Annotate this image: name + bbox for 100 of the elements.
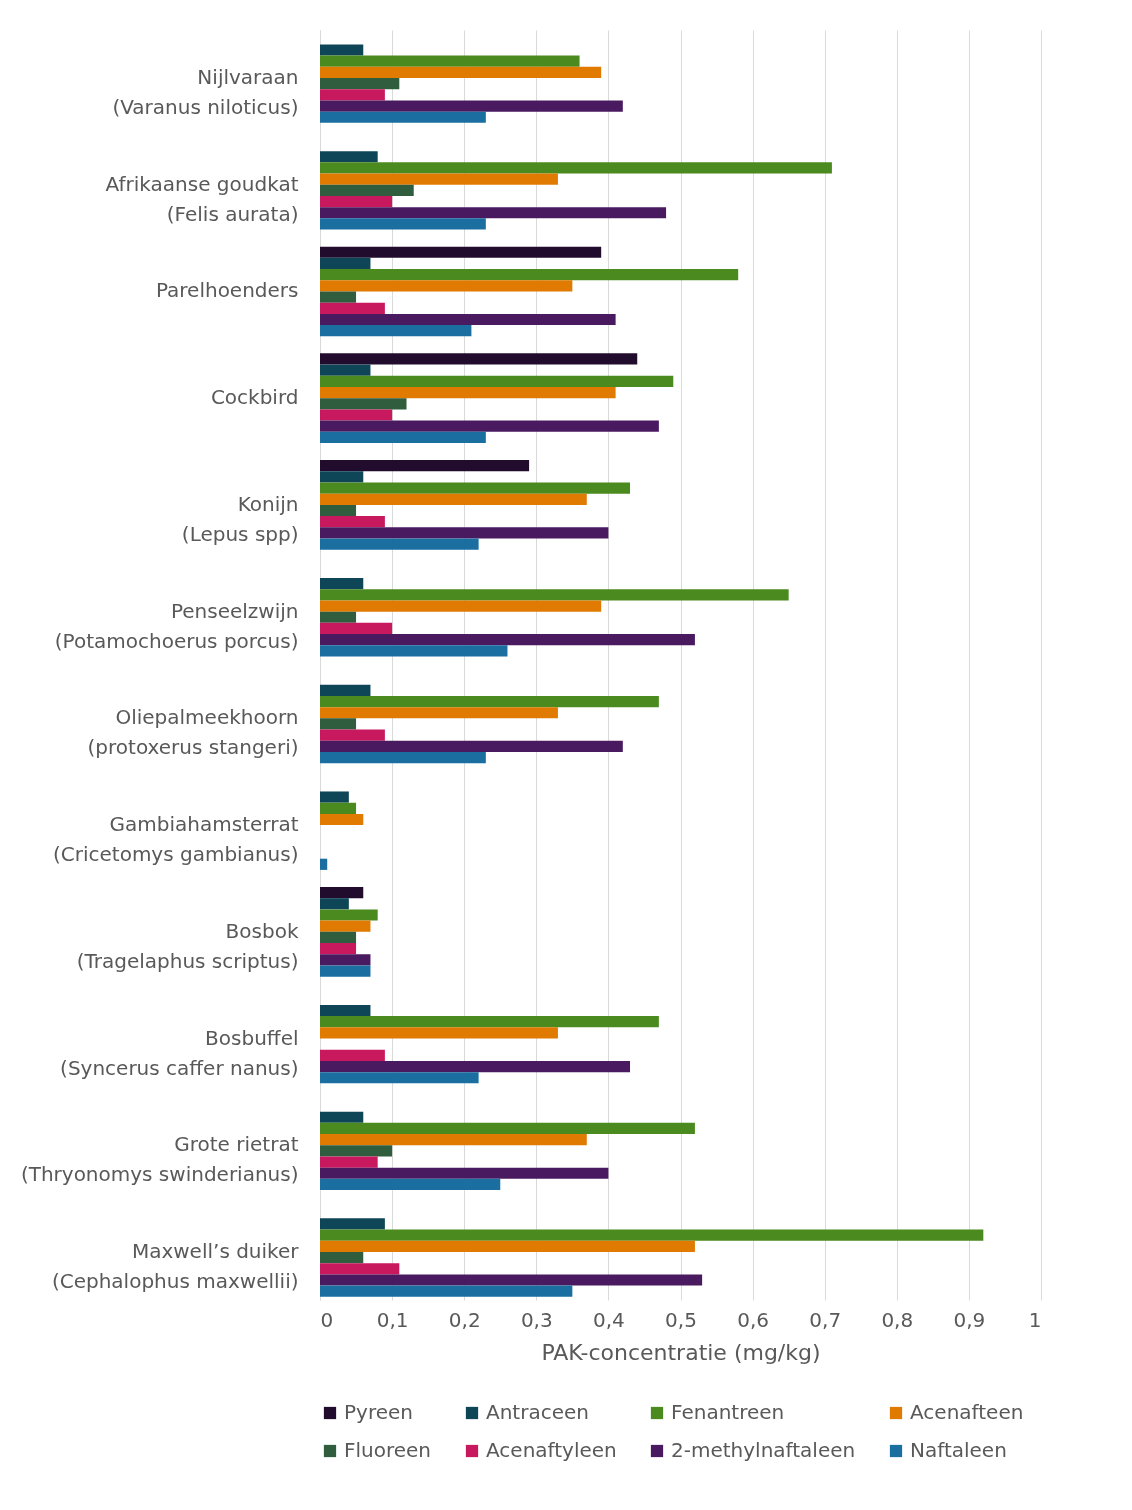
bar [320, 471, 364, 483]
bar [320, 100, 623, 112]
legend-label: Fluoreen [344, 1438, 432, 1462]
bar [320, 78, 400, 90]
bar [320, 55, 580, 67]
bar [320, 1178, 501, 1191]
bar [320, 420, 659, 432]
bar [320, 291, 357, 303]
bar [320, 151, 378, 163]
bar [320, 634, 695, 646]
bar [320, 695, 659, 708]
bar [320, 898, 349, 910]
bar [320, 920, 371, 932]
bar [320, 1049, 385, 1061]
y-tick-label: Bosbuffel (Syncerus caffer nanus) [60, 1025, 299, 1080]
bar [320, 589, 789, 601]
bar [320, 1072, 479, 1084]
legend-label: Acenaftyleen [486, 1438, 617, 1462]
y-tick-label: Maxwell’s duiker (Cephalophus maxwellii) [51, 1238, 300, 1293]
bar [320, 89, 385, 101]
y-tick-label: Parelhoenders [155, 278, 299, 303]
bar [320, 813, 364, 826]
bar [320, 111, 486, 123]
bar [320, 954, 371, 966]
bar [320, 218, 486, 230]
bar [320, 173, 558, 185]
bar [320, 707, 558, 719]
bar [320, 162, 832, 174]
bar [320, 1016, 659, 1028]
bar [320, 791, 349, 803]
bar [320, 325, 472, 337]
y-tick-label: Oliepalmeekhoorn (protoxerus stangeri) [87, 705, 299, 760]
bar [320, 431, 486, 444]
bar [320, 1122, 695, 1135]
bar [320, 1134, 587, 1146]
x-tick-label: 0,7 [809, 1307, 842, 1332]
bar [320, 386, 616, 399]
bar [320, 1167, 609, 1179]
bar [320, 364, 371, 376]
y-tick-label: Afrikaanse goudkat (Felis aurata) [105, 171, 299, 226]
x-tick-label: 0,1 [376, 1307, 409, 1332]
bar [320, 802, 357, 814]
x-axis-title: PAK-concentratie (mg/kg) [541, 1339, 821, 1365]
bar [320, 257, 371, 270]
bar [320, 66, 602, 79]
bar [320, 886, 364, 899]
x-tick-label: 1 [1028, 1307, 1042, 1332]
y-tick-label: Nijlvaraan (Varanus niloticus) [112, 65, 299, 120]
bar [320, 1285, 573, 1297]
bar [320, 622, 393, 635]
bar [320, 493, 587, 505]
bar [320, 195, 393, 208]
legend-label: Naftaleen [910, 1438, 1007, 1462]
bar [320, 482, 631, 494]
bar [320, 718, 357, 730]
x-tick-label: 0,3 [520, 1307, 553, 1332]
x-tick-label: 0,4 [592, 1307, 625, 1332]
bar [320, 931, 357, 944]
y-tick-label: Grote rietrat (Thryonomys swinderianus) [20, 1132, 299, 1187]
y-tick-label: Penseelzwijn (Potamochoerus porcus) [54, 598, 299, 653]
x-tick-label: 0,5 [665, 1307, 697, 1332]
bar [320, 1027, 558, 1039]
bar [320, 353, 638, 365]
bar [320, 1263, 400, 1275]
bar [320, 207, 667, 219]
bar [320, 538, 479, 550]
bar [320, 460, 530, 472]
x-tick-label: 0,2 [448, 1307, 481, 1332]
bar [320, 516, 385, 528]
bar [320, 44, 364, 56]
y-tick-label: Gambiahamsterrat (Cricetomys gambianus) [52, 812, 299, 867]
legend-label: 2-methylnaftaleen [671, 1438, 856, 1462]
bar [320, 246, 602, 258]
y-tick-label: Konijn (Lepus spp) [181, 491, 299, 546]
bar [320, 302, 385, 314]
bar [320, 600, 602, 612]
bar [320, 943, 357, 955]
bar [320, 740, 623, 752]
bar [320, 527, 609, 539]
bar [320, 184, 414, 196]
bar [320, 269, 739, 281]
bar [320, 1156, 378, 1168]
bar [320, 909, 378, 921]
bar [320, 858, 328, 870]
bar [320, 409, 393, 421]
bar [320, 645, 508, 657]
bar [320, 1004, 371, 1017]
bar [320, 1251, 364, 1264]
bar [320, 504, 357, 517]
x-tick-label: 0,9 [953, 1307, 986, 1332]
bar [320, 398, 407, 410]
bar [320, 684, 371, 696]
bar [320, 1218, 385, 1230]
bar [320, 1229, 984, 1241]
bar [320, 578, 364, 590]
y-tick-label: Bosbok (Tragelaphus scriptus) [76, 918, 299, 973]
x-tick-label: 0 [320, 1307, 334, 1332]
legend-label: Acenafteen [910, 1400, 1024, 1424]
bar [320, 611, 357, 623]
bar [320, 751, 486, 764]
